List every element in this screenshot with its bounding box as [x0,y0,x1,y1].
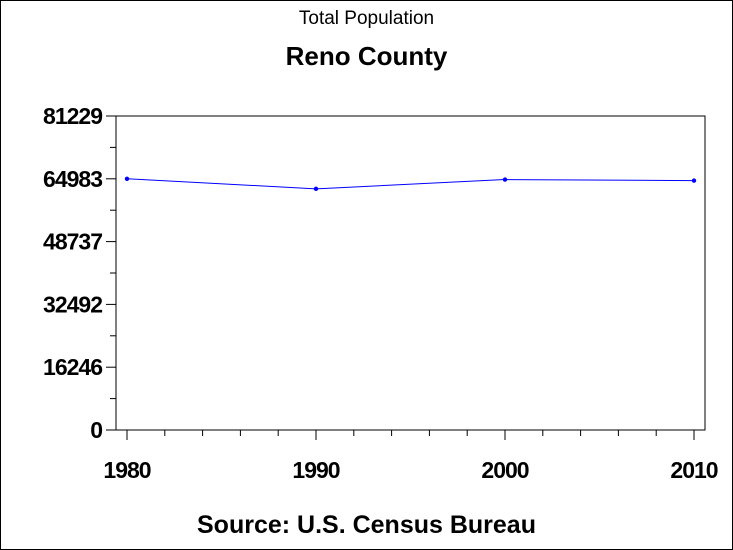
x-tick-label: 2000 [481,457,528,483]
source-note: Source: U.S. Census Bureau [197,511,536,539]
x-tick-label: 1990 [292,457,339,483]
series-line [126,178,695,190]
x-tick-label: 2010 [670,457,717,483]
data-point [691,178,697,183]
series-layer [124,176,697,192]
x-tick-label: 1980 [103,457,150,483]
y-tick-label: 32492 [43,291,102,317]
y-tick-label: 0 [90,417,102,443]
chart-subtitle: Total Population [298,8,435,29]
data-point [502,177,508,182]
data-point [124,176,130,182]
data-point [313,186,319,192]
y-tick-label: 81229 [43,103,102,129]
y-tick-label: 64983 [43,166,102,192]
y-tick-label: 16246 [43,354,102,380]
plot-area [115,115,706,431]
x-axis: 1980 1990 2000 2010 [103,430,719,483]
y-axis: 0 16246 32492 48737 64983 81229 [43,103,116,443]
chart-title: Reno County [285,41,448,71]
y-tick-label: 48737 [43,229,102,255]
